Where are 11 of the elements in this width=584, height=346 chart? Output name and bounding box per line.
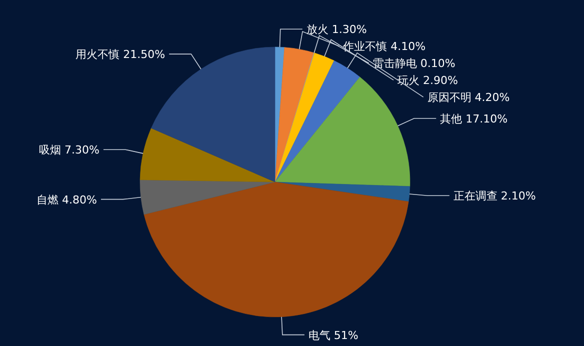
slice-label: 原因不明 4.20% [427, 91, 510, 104]
slice-label: 作业不慎 4.10% [342, 40, 426, 54]
slice-label: 自燃 4.80% [36, 193, 97, 206]
slice-label: 正在调查 2.10% [453, 190, 536, 203]
slice-label: 雷击静电 0.10% [372, 57, 456, 70]
slice-label: 玩火 2.90% [398, 74, 458, 88]
slice-label: 用火不慎 21.50% [76, 48, 166, 62]
slice-label: 吸烟 7.30% [39, 144, 100, 157]
slice-label: 放火 1.30% [306, 23, 367, 36]
slice-label: 其他 17.10% [440, 112, 508, 126]
slice-label: 电气 51% [308, 328, 358, 342]
